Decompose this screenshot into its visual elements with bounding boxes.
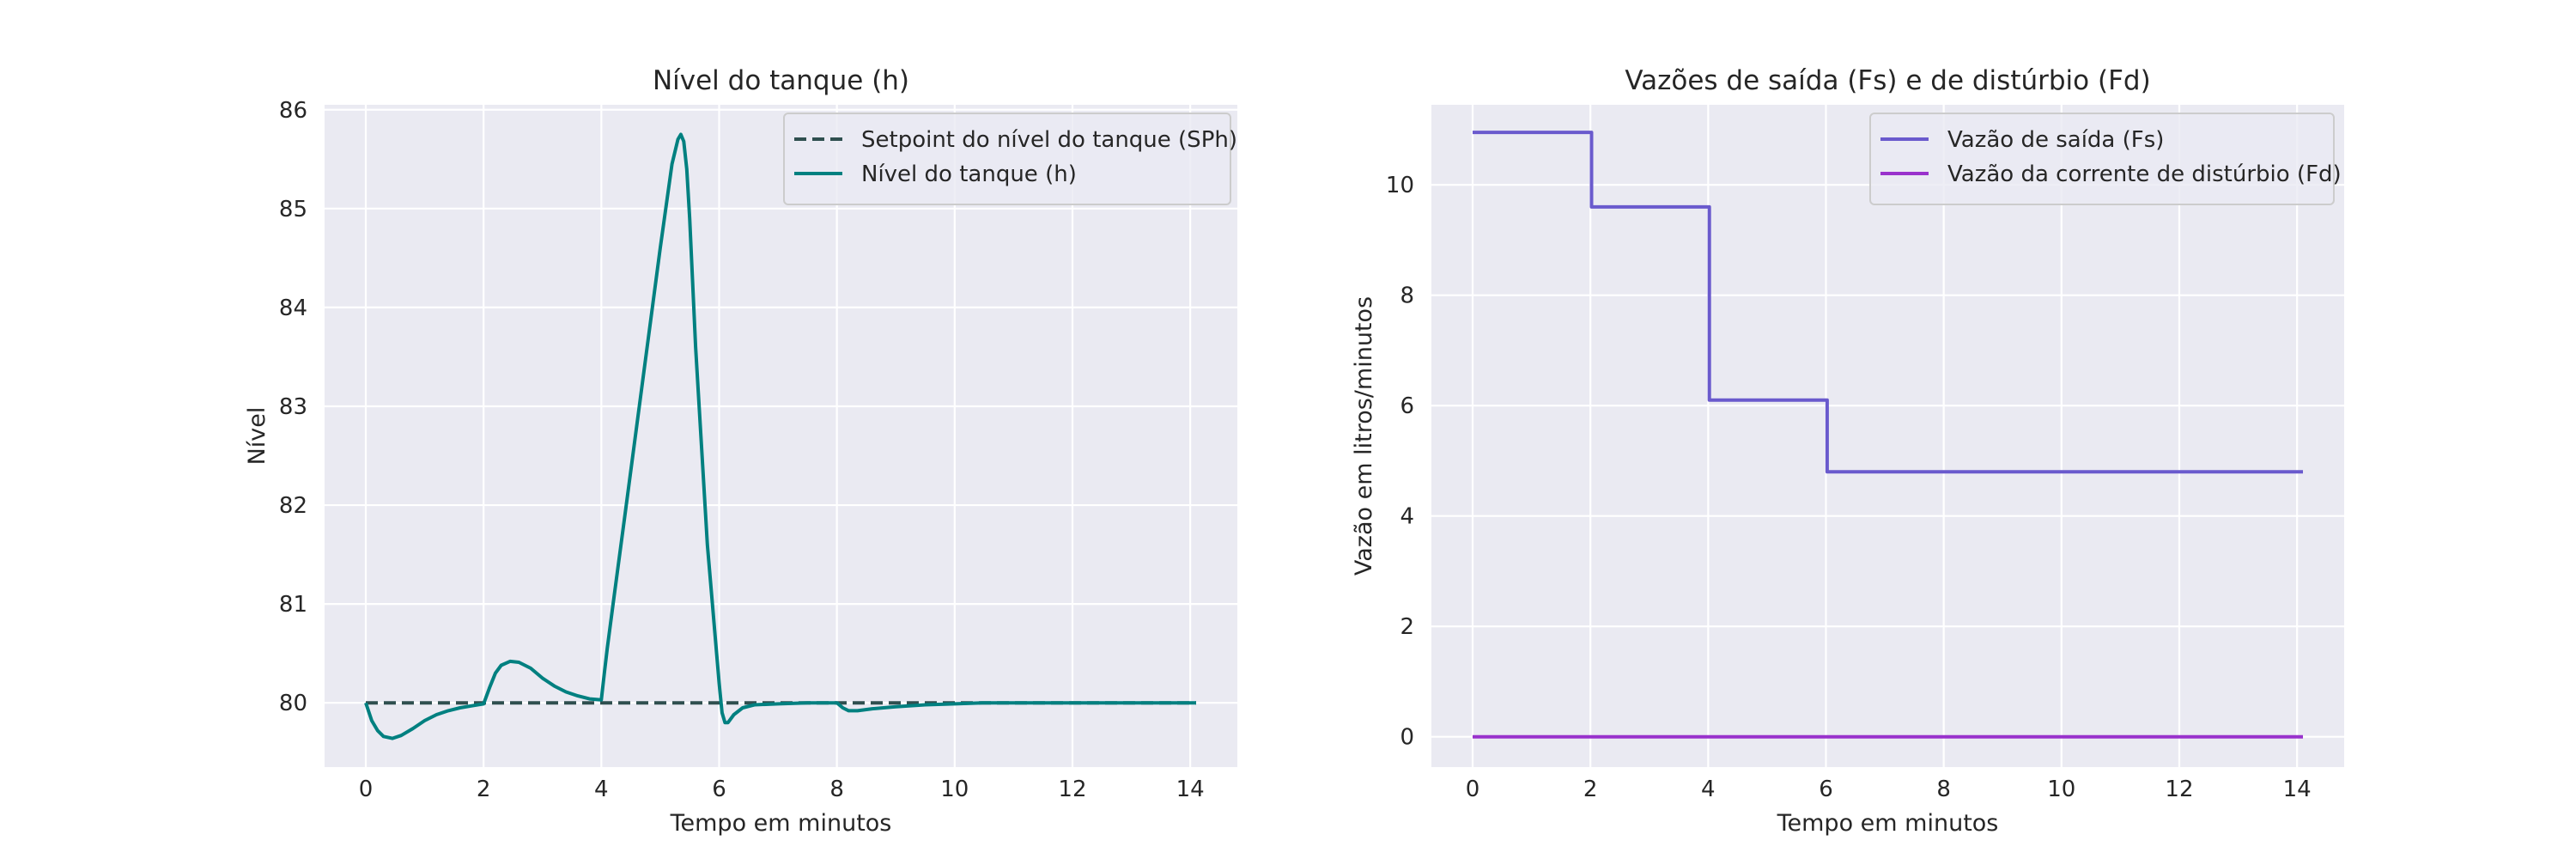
x-tick-label: 0 — [1466, 777, 1480, 802]
y-tick-label: 85 — [279, 197, 307, 222]
x-tick-label: 0 — [359, 777, 374, 802]
y-tick-label: 81 — [279, 592, 307, 618]
x-tick-label: 12 — [1058, 777, 1086, 802]
series-line-1 — [1473, 131, 2303, 474]
x-tick-label: 2 — [477, 777, 491, 802]
x-tick-label: 4 — [594, 777, 609, 802]
x-tick-label: 12 — [2165, 777, 2193, 802]
x-tick-label: 8 — [829, 777, 844, 802]
y-tick-label: 82 — [279, 493, 307, 519]
y-tick-label: 84 — [279, 295, 307, 321]
x-axis-label: Tempo em minutos — [670, 810, 892, 837]
x-tick-label: 10 — [2047, 777, 2075, 802]
x-tick-label: 10 — [940, 777, 969, 802]
y-tick-label: 86 — [279, 98, 307, 124]
series-line-2 — [364, 132, 1196, 740]
y-tick-label: 6 — [1400, 393, 1414, 419]
y-axis-label: Nível — [244, 407, 270, 466]
x-tick-label: 6 — [1819, 777, 1833, 802]
x-tick-label: 14 — [2283, 777, 2312, 802]
legend-entry-label: Setpoint do nível do tanque (SPh) — [861, 127, 1237, 153]
legend — [1869, 113, 2335, 205]
chart-tank-level: 0 2 4 6 8 10 12 14 80 81 82 83 84 85 86 Nível do tanque… — [244, 65, 1237, 837]
y-tick-label: 83 — [279, 394, 307, 420]
y-tick-label: 4 — [1400, 504, 1414, 530]
x-axis-label: Tempo em minutos — [1777, 810, 1999, 837]
y-tick-label: 0 — [1400, 725, 1414, 751]
legend-entry-label: Vazão de saída (Fs) — [1947, 127, 2164, 153]
y-tick-label: 8 — [1400, 283, 1414, 309]
y-tick-label: 10 — [1386, 173, 1414, 198]
x-tick-label: 2 — [1583, 777, 1598, 802]
x-tick-label: 4 — [1701, 777, 1716, 802]
x-tick-label: 14 — [1176, 777, 1205, 802]
plot-area — [1431, 105, 2344, 767]
x-tick-label: 8 — [1936, 777, 1951, 802]
plot-area — [325, 105, 1237, 767]
legend-entry-label: Vazão da corrente de distúrbio (Fd) — [1947, 161, 2342, 187]
chart-title: Nível do tanque (h) — [653, 65, 909, 96]
x-tick-label: 6 — [712, 777, 726, 802]
y-tick-label: 80 — [279, 691, 307, 716]
legend-entry-label: Nível do tanque (h) — [861, 161, 1077, 187]
y-tick-label: 2 — [1400, 614, 1414, 640]
chart-title: Vazões de saída (Fs) e de distúrbio (Fd) — [1625, 65, 2150, 96]
y-axis-label: Vazão em litros/minutos — [1351, 296, 1377, 576]
chart-flow-rates: 0 2 4 6 8 10 12 14 0 2 4 6 8 10 Vazões de saída (Fs) e… — [1351, 65, 2344, 837]
legend — [783, 113, 1231, 205]
